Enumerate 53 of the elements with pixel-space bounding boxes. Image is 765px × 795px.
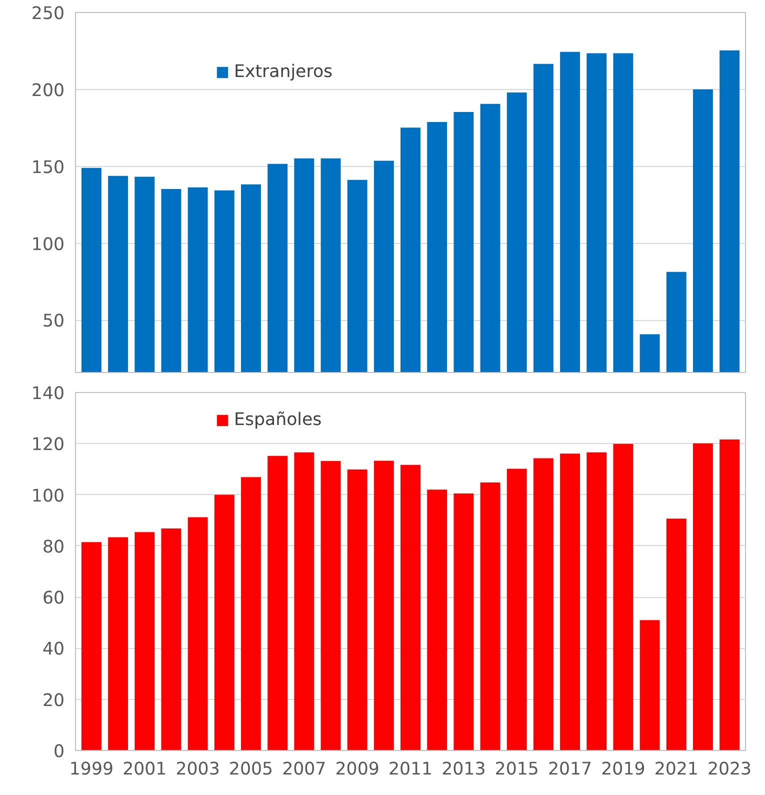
legend-label: Españoles <box>234 410 322 430</box>
bar <box>294 452 314 750</box>
x-tick-label: 2005 <box>228 760 274 780</box>
bar <box>720 440 740 750</box>
bar <box>268 456 288 750</box>
bar <box>506 468 527 750</box>
bar <box>374 460 394 750</box>
x-tick-label: 2007 <box>282 760 326 780</box>
x-tick-label: 2011 <box>388 760 433 780</box>
x-tick-label: 2021 <box>654 760 698 780</box>
bar <box>640 620 660 750</box>
bar <box>454 494 474 750</box>
bar <box>347 469 368 750</box>
bar <box>613 444 634 750</box>
bar <box>533 458 554 750</box>
y-tick-label: 80 <box>42 537 65 558</box>
bar <box>134 532 155 750</box>
bar <box>560 454 580 750</box>
y-tick-label: 250 <box>31 4 65 24</box>
y-tick-label: 100 <box>31 486 65 506</box>
bar <box>320 461 341 750</box>
bar <box>214 494 234 750</box>
x-tick-label: 2019 <box>601 760 646 780</box>
bar <box>400 464 420 750</box>
y-tick-label: 40 <box>42 640 65 660</box>
y-tick-label: 100 <box>31 234 65 255</box>
legend-label: Extranjeros <box>234 62 333 82</box>
x-tick-label: 2023 <box>708 760 752 780</box>
y-tick-label: 200 <box>31 80 65 101</box>
y-tick-label: 20 <box>42 690 65 711</box>
bar <box>108 537 128 750</box>
bar <box>480 482 500 750</box>
x-tick-label: 2017 <box>548 760 592 780</box>
bar <box>666 518 686 750</box>
x-tick-label: 2003 <box>176 760 220 780</box>
y-tick-label: 60 <box>42 588 65 609</box>
y-tick-label: 120 <box>31 435 65 456</box>
bar <box>188 517 208 750</box>
bar <box>161 528 182 750</box>
x-tick-label: 2001 <box>122 760 167 780</box>
bar <box>81 542 102 750</box>
bar <box>427 490 448 750</box>
bar <box>241 477 261 750</box>
y-tick-label: 50 <box>42 312 65 332</box>
x-tick-label: 2015 <box>494 760 539 780</box>
x-tick-label: 2013 <box>442 760 486 780</box>
bar <box>692 443 713 750</box>
y-tick-label: 0 <box>53 742 65 762</box>
x-tick-label: 1999 <box>69 760 114 780</box>
y-tick-label: 150 <box>31 158 65 178</box>
x-tick-label: 2009 <box>335 760 380 780</box>
y-tick-label: 140 <box>31 384 65 404</box>
bar <box>586 452 607 750</box>
